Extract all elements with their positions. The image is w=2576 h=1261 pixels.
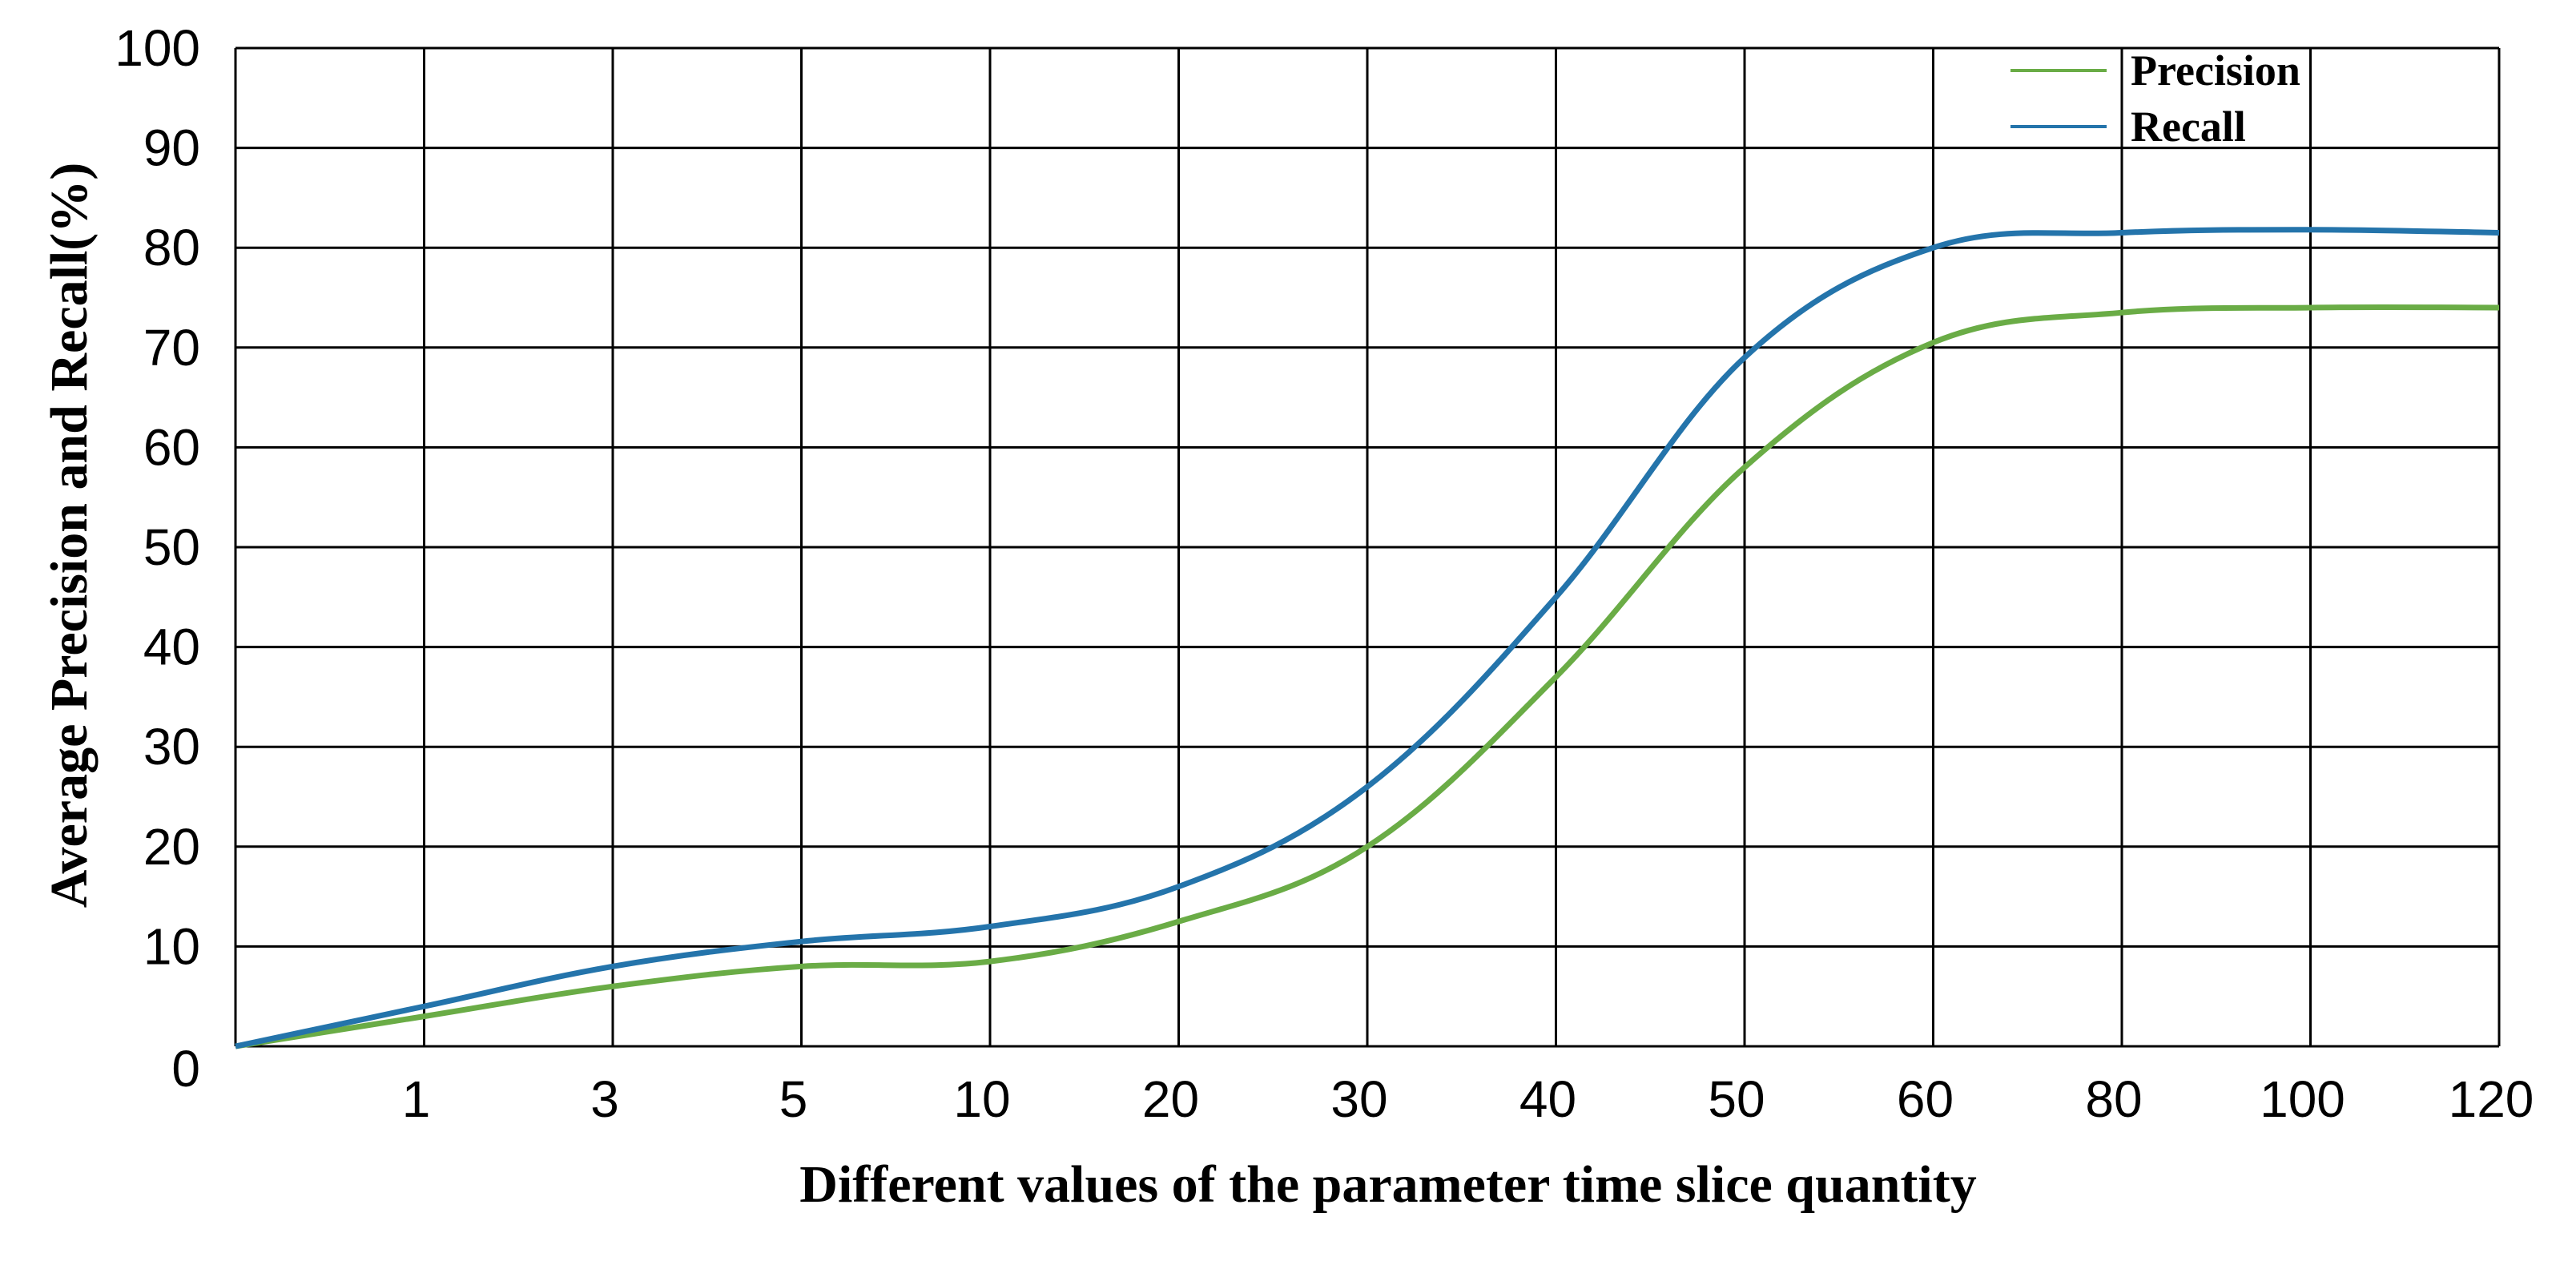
series-line-precision bbox=[235, 304, 2500, 1049]
x-tick-label: 80 bbox=[2085, 1070, 2142, 1128]
y-axis-title: Average Precision and Recall(%) bbox=[40, 163, 99, 908]
y-tick-label: 0 bbox=[171, 1040, 200, 1098]
x-tick-label: 40 bbox=[1519, 1070, 1576, 1128]
y-tick-label: 10 bbox=[143, 917, 200, 975]
x-tick-label: 10 bbox=[953, 1070, 1010, 1128]
x-tick-label: 100 bbox=[2260, 1070, 2345, 1128]
legend-label-recall: Recall bbox=[2131, 103, 2246, 151]
y-tick-label: 100 bbox=[115, 19, 200, 77]
y-tick-label: 80 bbox=[143, 219, 200, 276]
y-tick-label: 60 bbox=[143, 418, 200, 476]
y-tick-label: 90 bbox=[143, 119, 200, 177]
x-tick-label: 3 bbox=[590, 1070, 619, 1128]
x-tick-label: 60 bbox=[1897, 1070, 1954, 1128]
y-tick-label: 50 bbox=[143, 518, 200, 576]
y-tick-labels: 0 10 20 30 40 50 60 70 80 90 100 bbox=[115, 19, 200, 1098]
x-tick-label: 30 bbox=[1330, 1070, 1387, 1128]
y-tick-label: 40 bbox=[143, 618, 200, 676]
x-tick-label: 50 bbox=[1708, 1070, 1765, 1128]
series-line-recall bbox=[235, 227, 2500, 1049]
legend: Precision Recall bbox=[2010, 46, 2300, 151]
y-tick-label: 30 bbox=[143, 718, 200, 776]
y-tick-label: 20 bbox=[143, 818, 200, 876]
series-lines bbox=[235, 227, 2500, 1049]
x-tick-labels: 1 3 5 10 20 30 40 50 60 80 100 120 bbox=[402, 1070, 2534, 1128]
grid-lines bbox=[234, 46, 2501, 1048]
y-tick-label: 70 bbox=[143, 319, 200, 377]
legend-label-precision: Precision bbox=[2131, 46, 2300, 95]
x-tick-label: 120 bbox=[2449, 1070, 2534, 1128]
x-tick-label: 5 bbox=[779, 1070, 808, 1128]
x-axis-title: Different values of the parameter time s… bbox=[799, 1155, 1976, 1214]
x-tick-label: 1 bbox=[402, 1070, 431, 1128]
x-tick-label: 20 bbox=[1142, 1070, 1199, 1128]
